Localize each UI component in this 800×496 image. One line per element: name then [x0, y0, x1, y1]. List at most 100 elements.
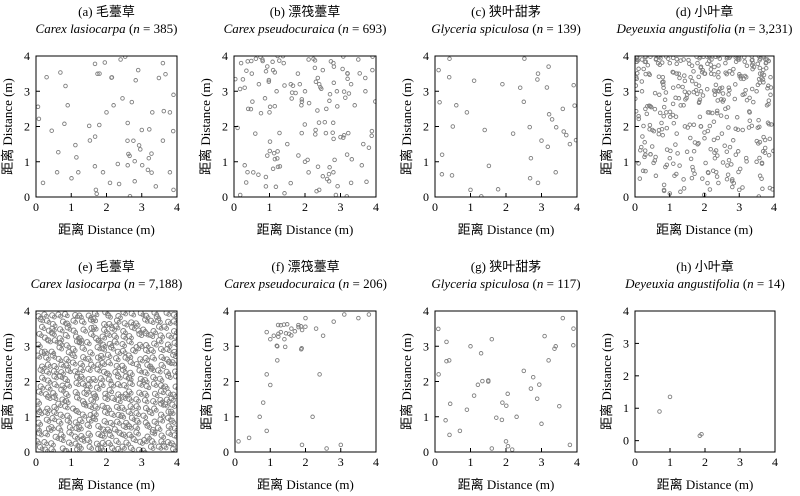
n-symbol: n	[342, 21, 349, 36]
data-point	[729, 162, 734, 167]
data-point	[115, 357, 121, 363]
data-point	[346, 91, 352, 96]
data-point	[171, 420, 177, 425]
data-point	[723, 60, 728, 66]
data-point	[102, 434, 107, 440]
data-point	[698, 64, 704, 69]
data-point	[674, 56, 680, 62]
panel-chinese-name: 毛薹草	[96, 4, 135, 19]
data-point	[686, 57, 691, 63]
data-point	[653, 56, 659, 61]
y-tick-label: 2	[24, 120, 30, 134]
data-point	[44, 313, 49, 319]
data-point	[345, 71, 350, 76]
y-tick-label: 1	[223, 410, 229, 424]
data-point	[65, 378, 70, 384]
data-point	[129, 434, 134, 439]
data-point	[59, 346, 64, 352]
data-point	[243, 180, 249, 185]
data-point	[121, 414, 127, 420]
data-point	[246, 435, 252, 441]
data-point	[115, 161, 121, 167]
data-point	[299, 442, 305, 448]
data-point	[700, 176, 705, 181]
data-point	[74, 435, 80, 441]
data-point	[668, 148, 673, 154]
data-point	[87, 384, 93, 390]
data-point	[87, 424, 93, 430]
data-point	[560, 315, 566, 321]
data-point	[521, 368, 527, 374]
y-tick-label: 1	[623, 155, 629, 169]
data-point	[244, 68, 249, 73]
data-point	[38, 391, 44, 396]
data-point	[168, 392, 173, 397]
data-point	[313, 326, 319, 331]
data-point	[447, 401, 453, 407]
x-tick-label: 3	[736, 200, 742, 214]
data-point	[649, 144, 655, 149]
data-point	[144, 379, 150, 385]
data-point	[660, 74, 666, 80]
n-value: 139	[557, 21, 577, 36]
data-point	[51, 442, 56, 448]
data-point	[271, 333, 277, 338]
data-point	[521, 99, 527, 105]
data-point	[94, 412, 99, 418]
data-point	[164, 403, 170, 409]
data-point	[167, 417, 173, 423]
data-point	[67, 384, 73, 389]
data-point	[546, 358, 551, 363]
data-point	[704, 56, 710, 59]
data-point	[352, 103, 357, 108]
data-point	[724, 149, 730, 154]
data-point	[644, 111, 650, 117]
data-point	[161, 434, 167, 440]
data-point	[245, 106, 251, 112]
data-point	[275, 358, 280, 363]
data-point	[651, 160, 656, 166]
data-point	[713, 89, 718, 94]
data-point	[167, 170, 173, 175]
data-point	[79, 419, 85, 425]
data-point	[733, 59, 739, 64]
data-point	[303, 324, 308, 329]
data-point	[572, 103, 577, 108]
data-point	[500, 400, 505, 405]
data-point	[648, 152, 653, 157]
data-point	[659, 120, 664, 126]
data-point	[705, 110, 711, 115]
data-point	[667, 394, 673, 400]
data-point	[639, 57, 645, 62]
data-point	[732, 96, 738, 102]
data-point	[313, 132, 318, 137]
data-point	[635, 83, 639, 88]
data-point	[104, 420, 110, 426]
data-point	[450, 124, 456, 129]
data-point	[107, 429, 113, 434]
data-point	[299, 327, 305, 333]
x-tick-label: 0	[33, 200, 39, 214]
data-point	[665, 56, 671, 61]
data-point	[373, 99, 376, 104]
data-point	[657, 92, 662, 98]
data-point	[40, 180, 46, 186]
data-point	[681, 177, 686, 182]
data-point	[682, 73, 687, 78]
panel-chinese-name: 漂筏薹草	[288, 259, 340, 274]
x-axis-label: 距离 Distance (m)	[657, 477, 754, 492]
data-point	[767, 136, 773, 142]
data-point	[97, 346, 103, 352]
data-point	[327, 98, 332, 104]
panel-letter: (g)	[471, 259, 486, 274]
y-tick-label: 3	[623, 336, 629, 350]
data-point	[37, 427, 42, 433]
data-point	[109, 343, 115, 348]
data-point	[499, 417, 505, 423]
data-point	[274, 343, 280, 348]
data-point	[72, 361, 78, 367]
data-point	[153, 407, 159, 413]
data-point	[688, 74, 693, 80]
data-point	[39, 446, 45, 452]
data-point	[636, 113, 641, 119]
